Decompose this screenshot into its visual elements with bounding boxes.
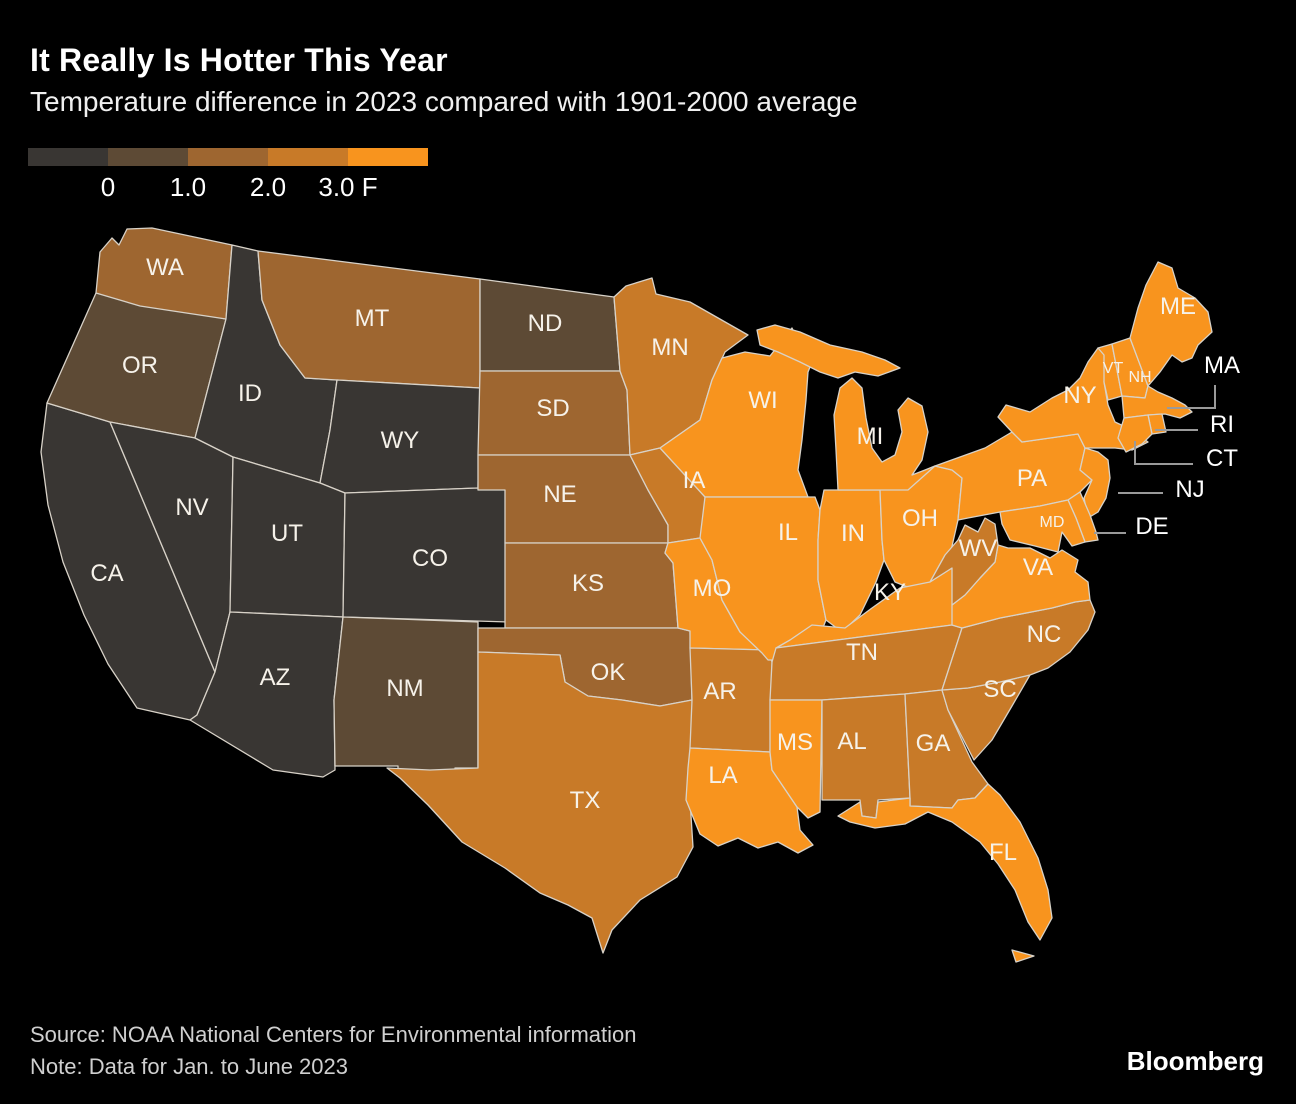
state-label-MO: MO — [693, 575, 732, 602]
callout-label-CT: CT — [1206, 445, 1238, 472]
legend-swatch-b2_3 — [268, 148, 348, 166]
state-label-NY: NY — [1063, 382, 1096, 409]
state-NJ — [1079, 447, 1111, 519]
state-label-OR: OR — [122, 352, 158, 379]
state-label-UT: UT — [271, 520, 303, 547]
state-label-FL: FL — [989, 839, 1017, 866]
state-MD — [999, 499, 1086, 553]
state-ME — [1129, 261, 1213, 387]
state-label-NV: NV — [175, 494, 208, 521]
page-title: It Really Is Hotter This Year — [30, 42, 448, 78]
state-label-TN: TN — [846, 639, 878, 666]
callout-label-DE: DE — [1135, 513, 1168, 540]
state-FL — [837, 783, 1053, 941]
legend-ticks: 0 1.0 2.0 3.0 F — [28, 172, 448, 202]
state-label-WA: WA — [146, 254, 184, 281]
callout-label-MA: MA — [1204, 352, 1240, 379]
state-label-MN: MN — [651, 334, 688, 361]
note-text: Note: Data for Jan. to June 2023 — [30, 1054, 348, 1079]
state-label-AL: AL — [837, 728, 866, 755]
state-label-MS: MS — [777, 729, 813, 756]
state-label-IL: IL — [778, 519, 798, 546]
bloomberg-logo: Bloomberg — [1126, 1046, 1264, 1076]
state-label-PA: PA — [1017, 465, 1047, 492]
state-label-NC: NC — [1027, 621, 1062, 648]
legend-swatch-b1_2 — [188, 148, 268, 166]
state-label-ND: ND — [528, 310, 563, 337]
state-WI — [659, 327, 813, 498]
page-subtitle: Temperature difference in 2023 compared … — [30, 86, 858, 117]
legend-swatch-below_0 — [28, 148, 108, 166]
state-MI_UP — [756, 324, 901, 379]
legend-tick-3.0F: 3.0 F — [318, 172, 378, 202]
state-label-AZ: AZ — [260, 664, 291, 691]
state-label-ME: ME — [1160, 293, 1196, 320]
state-label-IN: IN — [841, 520, 865, 547]
callout-label-RI: RI — [1210, 411, 1234, 438]
state-label-ID: ID — [238, 380, 262, 407]
leader-line-CT — [1134, 441, 1193, 465]
state-label-SC: SC — [983, 676, 1016, 703]
state-label-KS: KS — [572, 570, 604, 597]
state-label-IA: IA — [683, 467, 706, 494]
state-label-AR: AR — [703, 678, 736, 705]
state-MI — [833, 377, 936, 491]
leader-line-MA — [1167, 385, 1216, 409]
state-label-OK: OK — [591, 659, 626, 686]
state-WA — [95, 227, 233, 320]
state-label-CA: CA — [90, 560, 123, 587]
state-label-WI: WI — [748, 387, 777, 414]
legend-swatch-b3_plus — [348, 148, 428, 166]
state-CT — [1117, 414, 1153, 453]
state-WV — [929, 517, 999, 606]
state-label-NE: NE — [543, 481, 576, 508]
legend-swatch-b0_1 — [108, 148, 188, 166]
state-label-VT: VT — [1103, 360, 1124, 377]
state-FL_KEYS — [1011, 949, 1035, 963]
state-label-GA: GA — [916, 730, 951, 757]
legend-tick-1.0: 1.0 — [169, 172, 207, 202]
state-label-OH: OH — [902, 505, 938, 532]
state-label-CO: CO — [412, 545, 448, 572]
legend-tick-0: 0 — [100, 172, 116, 202]
state-label-WY: WY — [381, 427, 420, 454]
state-label-KY: KY — [874, 579, 906, 606]
state-label-VA: VA — [1023, 554, 1053, 581]
state-label-WV: WV — [959, 535, 998, 562]
legend-tick-2.0: 2.0 — [249, 172, 287, 202]
state-label-NH: NH — [1128, 369, 1151, 386]
legend-swatches — [28, 148, 428, 166]
state-label-SD: SD — [536, 395, 569, 422]
state-label-NM: NM — [386, 675, 423, 702]
state-label-MD: MD — [1040, 514, 1065, 531]
source-text: Source: NOAA National Centers for Enviro… — [30, 1022, 637, 1047]
state-TX — [386, 651, 695, 954]
state-label-MT: MT — [355, 305, 390, 332]
callout-label-NJ: NJ — [1175, 476, 1204, 503]
state-label-TX: TX — [570, 787, 601, 814]
state-label-LA: LA — [708, 762, 737, 789]
state-label-MI: MI — [857, 423, 884, 450]
